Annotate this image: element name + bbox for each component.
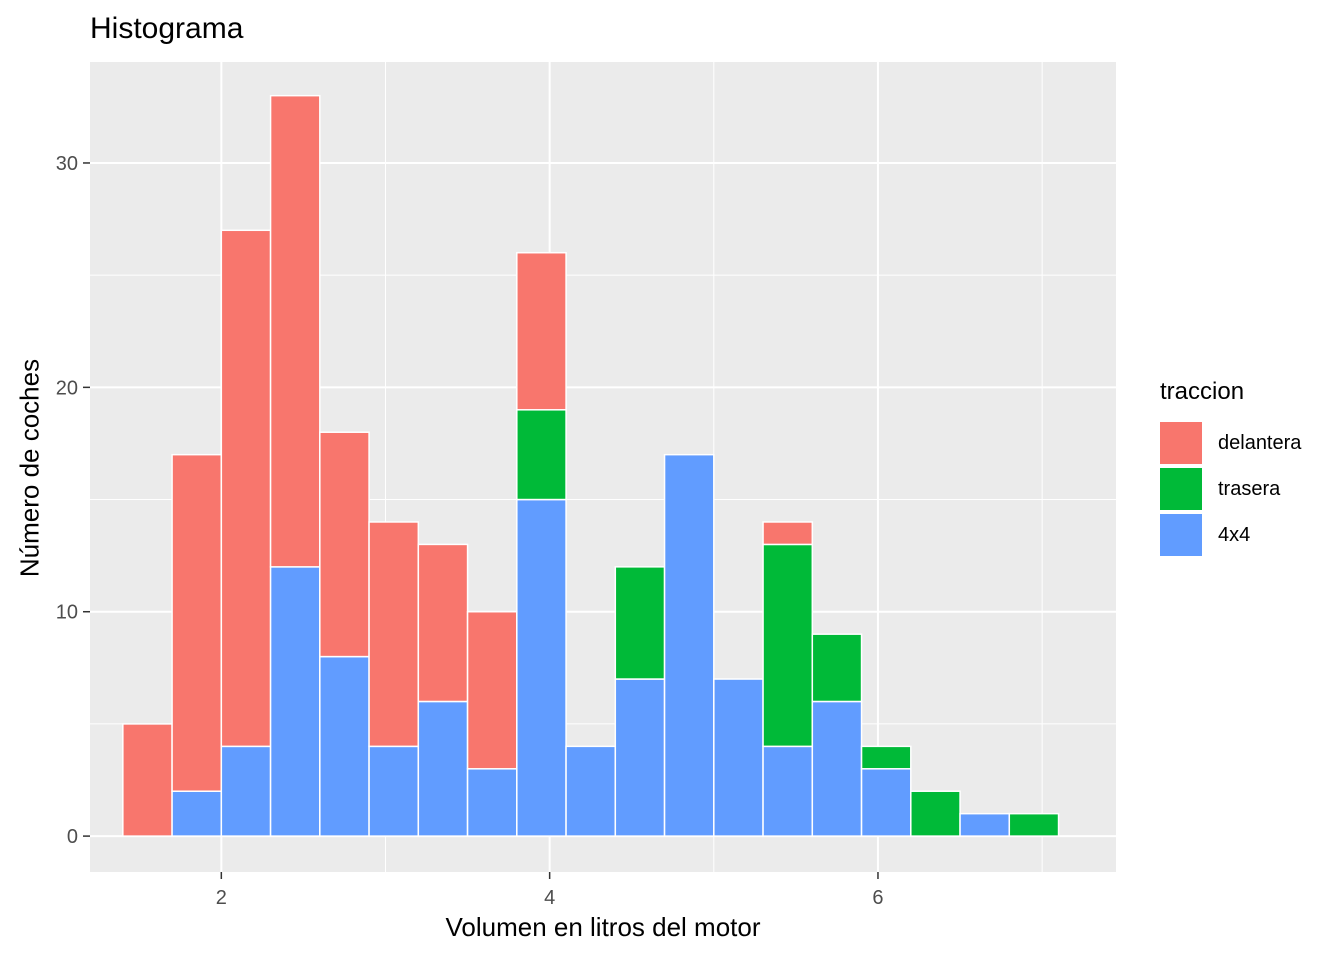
bar-segment-trasera <box>811 633 863 703</box>
y-tick-label: 20 <box>56 377 78 399</box>
bar-segment-delantera <box>368 521 420 748</box>
bar-segment-4x4 <box>466 768 518 837</box>
bar-segment-4x4 <box>811 700 863 837</box>
legend-label-4x4: 4x4 <box>1218 523 1251 546</box>
legend-label-trasera: trasera <box>1218 477 1281 500</box>
bar-segment-trasera <box>910 790 961 837</box>
legend-item-trasera: trasera <box>1160 466 1301 512</box>
y-tick-label: 0 <box>67 826 78 848</box>
bar-segment-trasera <box>860 745 912 770</box>
bar-segment-4x4 <box>614 678 666 837</box>
legend-key-4x4 <box>1160 514 1202 556</box>
bar-segment-delantera <box>466 610 518 770</box>
bar-segment-delantera <box>319 431 370 658</box>
x-tick-label: 2 <box>216 887 227 909</box>
bar-segment-delantera <box>762 521 814 546</box>
bar-segment-delantera <box>417 543 469 703</box>
bars-layer <box>122 94 1060 837</box>
bar-segment-delantera <box>122 723 173 837</box>
bar-segment-4x4 <box>663 453 715 837</box>
bar-segment-4x4 <box>171 790 223 837</box>
bar-segment-4x4 <box>565 745 617 837</box>
y-tick-label: 30 <box>56 153 78 175</box>
bar-segment-delantera <box>171 453 223 792</box>
bar-segment-4x4 <box>762 745 814 837</box>
legend: traccion delantera trasera 4x4 <box>1160 378 1301 558</box>
legend-key-trasera <box>1160 468 1202 510</box>
bar-segment-delantera <box>220 229 272 748</box>
bar-segment-4x4 <box>220 745 272 837</box>
bar-segment-4x4 <box>959 812 1011 837</box>
y-axis-label: Número de coches <box>14 358 45 578</box>
bar-segment-trasera <box>1008 812 1060 837</box>
bar-segment-4x4 <box>417 700 469 837</box>
x-tick-label: 4 <box>544 887 555 909</box>
bar-segment-4x4 <box>516 498 567 837</box>
bar-segment-4x4 <box>713 678 764 837</box>
legend-item-delantera: delantera <box>1160 420 1301 466</box>
y-tick-label: 10 <box>56 602 78 624</box>
bar-segment-trasera <box>614 566 666 680</box>
legend-label-delantera: delantera <box>1218 431 1302 454</box>
legend-item-4x4: 4x4 <box>1160 512 1301 558</box>
bar-segment-delantera <box>516 251 567 411</box>
bar-segment-delantera <box>269 94 321 568</box>
x-tick-label: 6 <box>872 887 883 909</box>
bar-segment-4x4 <box>269 566 321 837</box>
chart-title: Histograma <box>90 12 244 45</box>
bar-segment-trasera <box>762 543 814 748</box>
legend-key-delantera <box>1160 422 1202 464</box>
bar-segment-4x4 <box>319 655 370 837</box>
axis-ticks: 2 4 6 0 10 20 30 <box>56 153 884 909</box>
bar-segment-trasera <box>516 409 567 501</box>
legend-title: traccion <box>1160 378 1245 405</box>
bar-segment-4x4 <box>860 768 912 837</box>
bar-segment-4x4 <box>368 745 420 837</box>
x-axis-label: Volumen en litros del motor <box>445 912 761 942</box>
